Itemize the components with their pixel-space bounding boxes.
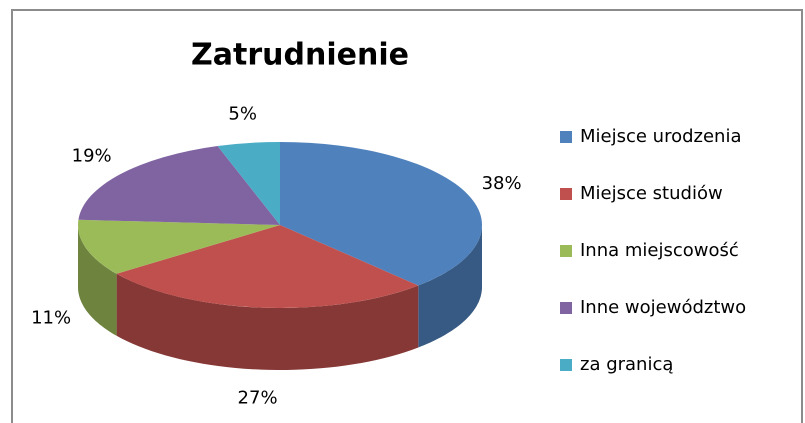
legend-label: Inne województwo — [580, 297, 746, 318]
legend-swatch — [560, 359, 572, 371]
data-label: 27% — [238, 388, 278, 409]
legend-label: Inna miejscowość — [580, 240, 739, 261]
chart-title: Zatrudnienie — [191, 38, 409, 73]
slice — [78, 219, 280, 274]
legend-label: Miejsce studiów — [580, 183, 723, 204]
legend-label: Miejsce urodzenia — [580, 126, 742, 147]
legend-swatch — [560, 131, 572, 143]
data-label: 5% — [228, 103, 257, 124]
slice — [217, 142, 280, 225]
data-label: 38% — [482, 173, 522, 194]
slice-side — [418, 225, 482, 348]
slice — [280, 142, 482, 286]
legend-swatch — [560, 188, 572, 200]
slice-side — [78, 225, 117, 336]
data-label: 19% — [72, 145, 112, 166]
slice — [78, 146, 281, 225]
slice-side — [116, 273, 419, 370]
slice — [116, 225, 419, 308]
legend-label: za granicą — [580, 354, 673, 375]
data-label: 11% — [31, 307, 71, 328]
legend-swatch — [560, 302, 572, 314]
legend-swatch — [560, 245, 572, 257]
